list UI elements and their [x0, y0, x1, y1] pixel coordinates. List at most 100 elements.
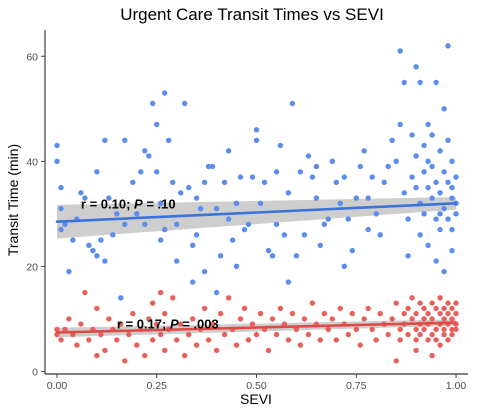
annotation-p-value: = .10 [143, 197, 176, 212]
data-point [162, 226, 168, 233]
data-point [341, 174, 347, 180]
data-point [417, 300, 423, 306]
data-point [54, 158, 60, 164]
x-tick-label: 1.00 [446, 380, 467, 392]
data-point [397, 121, 403, 128]
data-point [82, 289, 88, 296]
data-point [405, 331, 411, 338]
data-point [170, 179, 176, 185]
data-point [453, 300, 459, 306]
data-point [186, 331, 192, 338]
data-point [421, 211, 427, 217]
data-point [193, 195, 200, 201]
data-point [201, 179, 208, 185]
data-point [389, 137, 395, 143]
data-point [453, 310, 459, 317]
data-point [349, 247, 355, 254]
data-point [289, 100, 296, 107]
data-point [313, 163, 320, 170]
data-point [357, 342, 363, 348]
data-point [285, 190, 292, 196]
data-point [321, 310, 327, 317]
data-point [429, 352, 435, 359]
data-point [273, 331, 280, 338]
data-point [409, 174, 415, 180]
data-point [301, 232, 308, 238]
annotation-p-symbol: P [134, 197, 143, 212]
data-point [445, 310, 451, 317]
data-point [257, 310, 264, 317]
fit-lines [55, 202, 458, 334]
data-point [437, 211, 443, 217]
data-point [158, 331, 164, 338]
data-point [186, 184, 192, 191]
data-point [333, 179, 339, 185]
data-point [441, 326, 447, 333]
data-point [94, 352, 100, 359]
data-point [285, 279, 292, 285]
data-point [249, 174, 256, 180]
data-point [413, 153, 419, 159]
data-point [182, 100, 188, 107]
data-point [373, 211, 379, 217]
data-point [265, 247, 272, 254]
data-point [237, 316, 244, 322]
data-point [333, 337, 339, 343]
data-point [429, 316, 435, 322]
data-point [118, 295, 124, 301]
data-point [433, 216, 439, 222]
data-point [421, 169, 427, 175]
data-point [301, 316, 308, 322]
data-point [361, 316, 367, 322]
data-point [365, 226, 371, 233]
data-point [405, 253, 411, 259]
data-point [449, 226, 455, 233]
data-point [245, 221, 252, 227]
data-point [453, 211, 459, 217]
data-point [94, 253, 100, 259]
data-point [421, 142, 427, 149]
data-point [349, 310, 355, 317]
data-point [221, 179, 228, 185]
data-point [357, 163, 363, 170]
data-point [413, 337, 419, 343]
data-point [102, 258, 108, 264]
data-point [421, 326, 427, 333]
data-point [409, 295, 415, 301]
data-point [345, 216, 351, 222]
data-point [190, 242, 196, 248]
data-point [74, 342, 80, 348]
data-point [146, 316, 152, 322]
data-point [437, 226, 443, 233]
data-point [445, 179, 451, 185]
data-point [170, 295, 176, 301]
data-point [277, 142, 284, 149]
data-point [417, 232, 423, 238]
data-point [409, 316, 415, 322]
data-point [162, 90, 168, 96]
data-point [205, 163, 212, 170]
data-point [369, 326, 375, 333]
data-point [417, 79, 423, 86]
data-point [122, 137, 128, 143]
data-point [90, 247, 96, 254]
data-point [413, 310, 419, 317]
y-tick-label: 60 [26, 51, 38, 63]
data-point [217, 310, 224, 317]
data-point [261, 179, 268, 185]
data-point [78, 321, 84, 327]
data-point [106, 195, 112, 201]
data-point [325, 216, 331, 222]
data-point [441, 268, 447, 275]
data-point [373, 337, 379, 343]
data-point [221, 331, 228, 338]
data-point [305, 331, 312, 338]
data-point [393, 300, 399, 306]
x-tick-label: 0.75 [346, 380, 367, 392]
data-point [449, 305, 455, 312]
data-point [405, 216, 411, 222]
data-point [265, 347, 272, 354]
data-point [353, 195, 359, 201]
fit-line [55, 321, 458, 334]
